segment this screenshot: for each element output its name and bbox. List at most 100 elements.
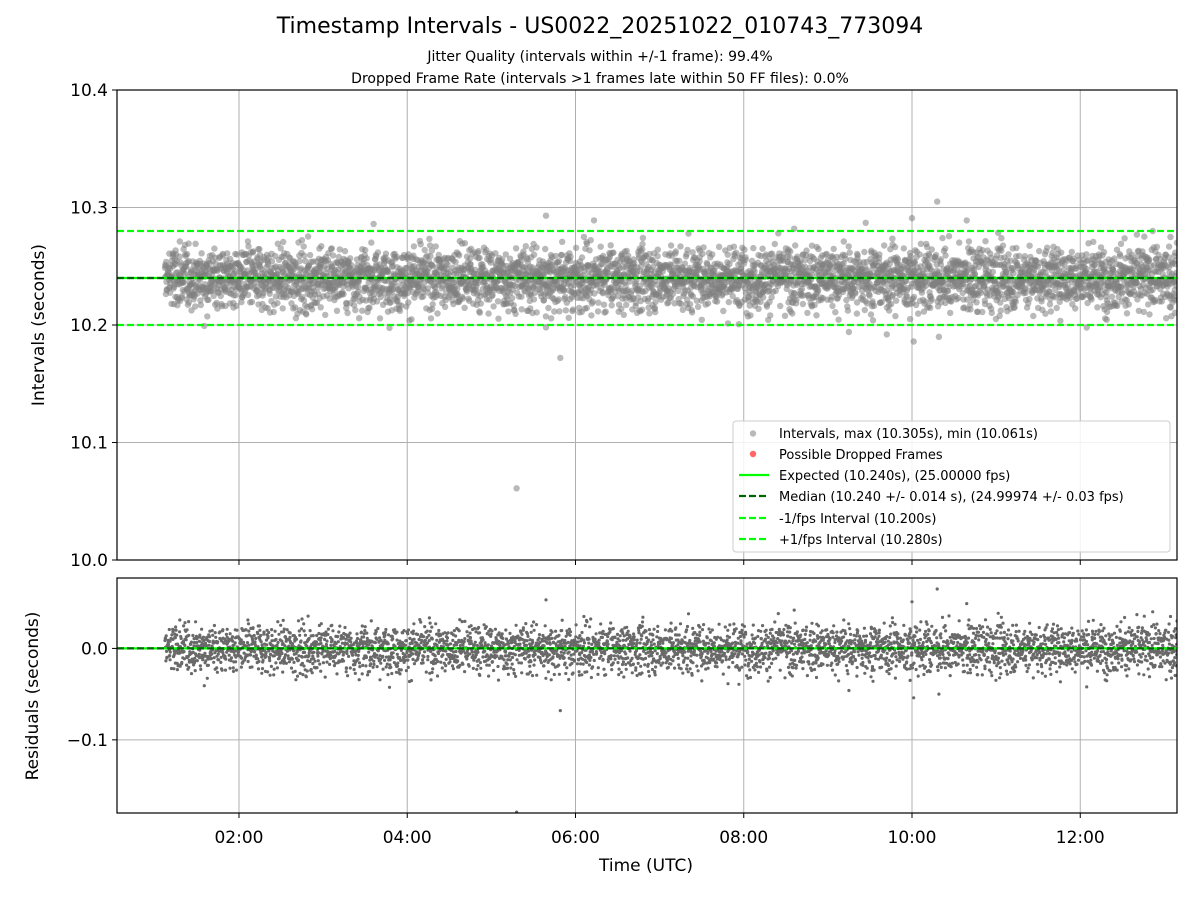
interval-point xyxy=(1068,248,1076,256)
interval-point xyxy=(654,246,661,253)
interval-point xyxy=(295,289,302,297)
interval-point xyxy=(1111,255,1118,262)
interval-point xyxy=(1022,285,1029,292)
residual-point xyxy=(248,653,253,657)
residual-point xyxy=(266,634,270,638)
interval-point xyxy=(607,242,614,249)
residual-point xyxy=(201,635,206,639)
interval-point xyxy=(730,243,738,250)
interval-point xyxy=(1058,249,1065,256)
interval-point xyxy=(939,234,946,242)
interval-point xyxy=(676,257,683,264)
interval-point xyxy=(362,246,369,254)
residual-point xyxy=(243,658,247,662)
residual-point xyxy=(319,669,323,673)
interval-point xyxy=(530,251,538,258)
interval-outlier-point xyxy=(557,354,564,362)
interval-point xyxy=(475,247,482,255)
residual-point xyxy=(244,628,248,632)
interval-point xyxy=(808,242,816,249)
interval-point xyxy=(1141,233,1148,240)
residual-point xyxy=(276,640,280,645)
interval-point xyxy=(900,245,907,252)
interval-point xyxy=(768,250,776,257)
residual-point xyxy=(306,614,310,618)
interval-point xyxy=(374,249,382,256)
interval-outlier-point xyxy=(590,217,598,224)
residual-point xyxy=(205,676,209,680)
interval-point xyxy=(176,253,183,260)
interval-point xyxy=(1153,243,1161,250)
interval-point xyxy=(474,279,482,287)
interval-point xyxy=(434,310,441,317)
residual-point xyxy=(244,644,248,648)
residual-point xyxy=(215,666,219,670)
residual-point xyxy=(297,654,301,658)
interval-point xyxy=(853,310,861,317)
interval-point xyxy=(408,316,415,323)
residual-point xyxy=(265,643,269,647)
interval-point xyxy=(495,315,502,322)
interval-point xyxy=(466,255,474,262)
residual-point xyxy=(276,620,280,624)
legend-entry-plus-fps: +1/fps Interval (10.280s) xyxy=(739,533,943,548)
residual-point xyxy=(323,675,327,679)
legend-label-median: Median (10.240 +/- 0.014 s), (24.99974 +… xyxy=(779,490,1124,505)
interval-point xyxy=(852,290,859,297)
interval-point xyxy=(540,297,548,304)
interval-point xyxy=(932,251,940,259)
residual-point xyxy=(295,674,300,678)
interval-point xyxy=(192,303,199,310)
residual-point xyxy=(287,656,291,661)
interval-point xyxy=(1053,304,1060,312)
residual-point xyxy=(264,651,268,655)
residual-point xyxy=(296,619,301,623)
residual-point xyxy=(178,664,182,668)
residual-point xyxy=(235,628,239,632)
residual-point xyxy=(242,651,246,655)
residual-point xyxy=(275,666,279,670)
residual-point xyxy=(171,628,176,632)
residual-point xyxy=(317,651,321,655)
residual-point xyxy=(316,659,320,663)
interval-point xyxy=(279,305,286,312)
interval-point xyxy=(854,252,861,259)
interval-point xyxy=(845,243,852,250)
residual-point xyxy=(259,640,263,644)
legend-entry-dropped-frames: Possible Dropped Frames xyxy=(749,448,943,463)
residual-point xyxy=(261,653,266,657)
interval-point xyxy=(583,304,590,312)
residual-point xyxy=(246,659,250,664)
interval-point xyxy=(964,296,971,303)
interval-point xyxy=(427,315,435,322)
residual-point xyxy=(281,630,286,634)
residual-point xyxy=(269,664,273,669)
residual-point xyxy=(228,632,232,636)
residual-point xyxy=(198,635,202,639)
residual-point xyxy=(308,629,312,633)
residual-point xyxy=(189,672,194,676)
residual-point xyxy=(313,659,317,663)
residual-point xyxy=(318,638,322,642)
residual-point xyxy=(268,659,272,663)
interval-point xyxy=(421,246,428,254)
interval-point xyxy=(341,247,349,255)
interval-point xyxy=(393,253,401,261)
interval-point xyxy=(385,268,392,276)
residual-point xyxy=(241,640,246,645)
residual-point xyxy=(229,659,233,663)
interval-point xyxy=(853,299,861,306)
residual-point xyxy=(216,652,220,656)
residual-point xyxy=(175,633,179,637)
interval-point xyxy=(926,252,933,259)
residual-point xyxy=(304,675,308,679)
interval-point xyxy=(1011,304,1018,311)
interval-point xyxy=(512,310,519,318)
residual-point xyxy=(318,662,322,666)
residual-point xyxy=(284,661,288,665)
interval-point xyxy=(274,240,281,247)
interval-point xyxy=(476,309,483,316)
interval-point xyxy=(562,307,569,314)
interval-point xyxy=(846,249,853,256)
